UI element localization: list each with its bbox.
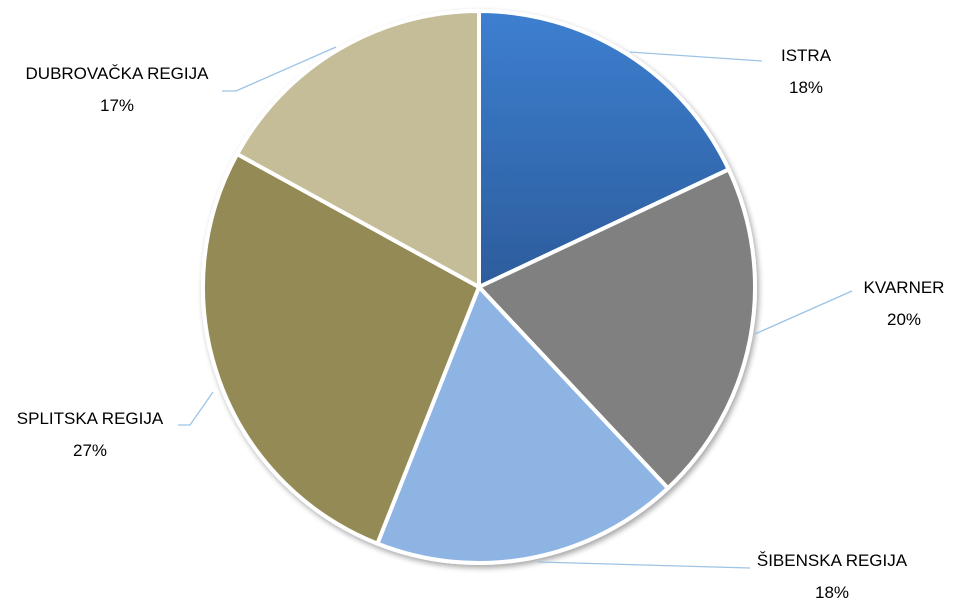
- leader-line: [754, 290, 853, 335]
- leader-lines: [178, 46, 853, 569]
- slice-percent: 18%: [815, 583, 849, 601]
- slice-percent: 20%: [887, 310, 921, 329]
- leader-line: [537, 561, 751, 569]
- pie-slice-kvarner: [477, 167, 757, 491]
- slice-label: ISTRA: [781, 46, 832, 65]
- slice-percent: 27%: [73, 441, 107, 460]
- pie-slice--ibenska-regija: [375, 285, 670, 565]
- data-labels: ISTRA 18% KVARNER 20% ŠIBENSKA REGIJA 18% SPLI…: [17, 46, 945, 601]
- slice-label: KVARNER: [864, 278, 945, 297]
- slice-percent: 17%: [100, 96, 134, 115]
- leader-line: [222, 46, 337, 92]
- pie-slices: [201, 9, 757, 565]
- leader-line: [629, 51, 763, 62]
- pie-slice-istra: [477, 9, 731, 289]
- pie-slice-dubrova-ka-regija: [235, 9, 481, 289]
- slice-label: DUBROVAČKA REGIJA: [26, 64, 210, 83]
- slice-label: ŠIBENSKA REGIJA: [757, 551, 908, 570]
- slice-percent: 18%: [789, 78, 823, 97]
- pie-slice-splitska-regija: [201, 152, 481, 546]
- leader-line: [178, 391, 214, 426]
- slice-label: SPLITSKA REGIJA: [17, 409, 164, 428]
